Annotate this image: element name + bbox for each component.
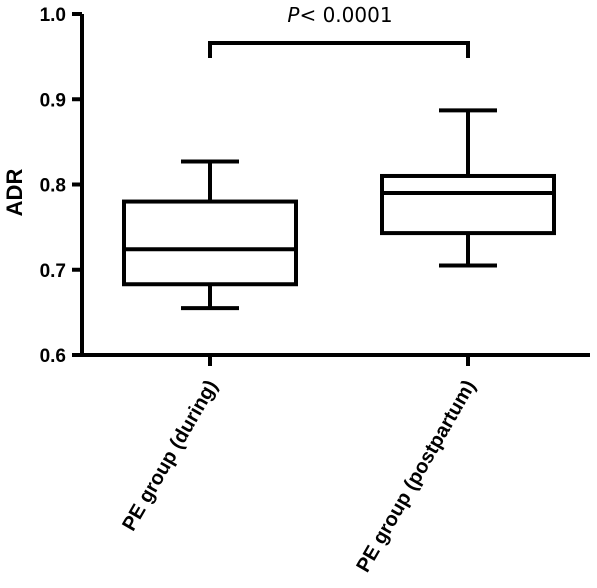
y-tick-label: 0.8 xyxy=(40,176,66,197)
x-tick-label: PE group (postpartum) xyxy=(352,377,480,577)
significance-annotation: P< 0.0001 xyxy=(208,3,470,58)
significance-bracket xyxy=(208,41,470,58)
x-tick-label: PE group (during) xyxy=(118,377,222,535)
p-symbol: P xyxy=(287,3,300,27)
p-value: < 0.0001 xyxy=(299,3,392,27)
iqr-box xyxy=(122,199,298,287)
y-tick-label: 0.6 xyxy=(40,346,66,367)
iqr-box xyxy=(380,173,556,236)
y-tick-label: 0.9 xyxy=(40,90,66,111)
box-1 xyxy=(122,159,298,311)
y-tick-label: 0.7 xyxy=(40,261,66,282)
axes: 0.6 0.7 0.8 0.9 1.0 PE group (during) PE group… xyxy=(40,5,590,576)
y-tick-label: 1.0 xyxy=(40,5,66,26)
boxes xyxy=(122,108,556,311)
y-axis-title: ADR xyxy=(2,169,27,217)
box-2 xyxy=(380,108,556,268)
significance-label: P< 0.0001 xyxy=(287,3,392,27)
